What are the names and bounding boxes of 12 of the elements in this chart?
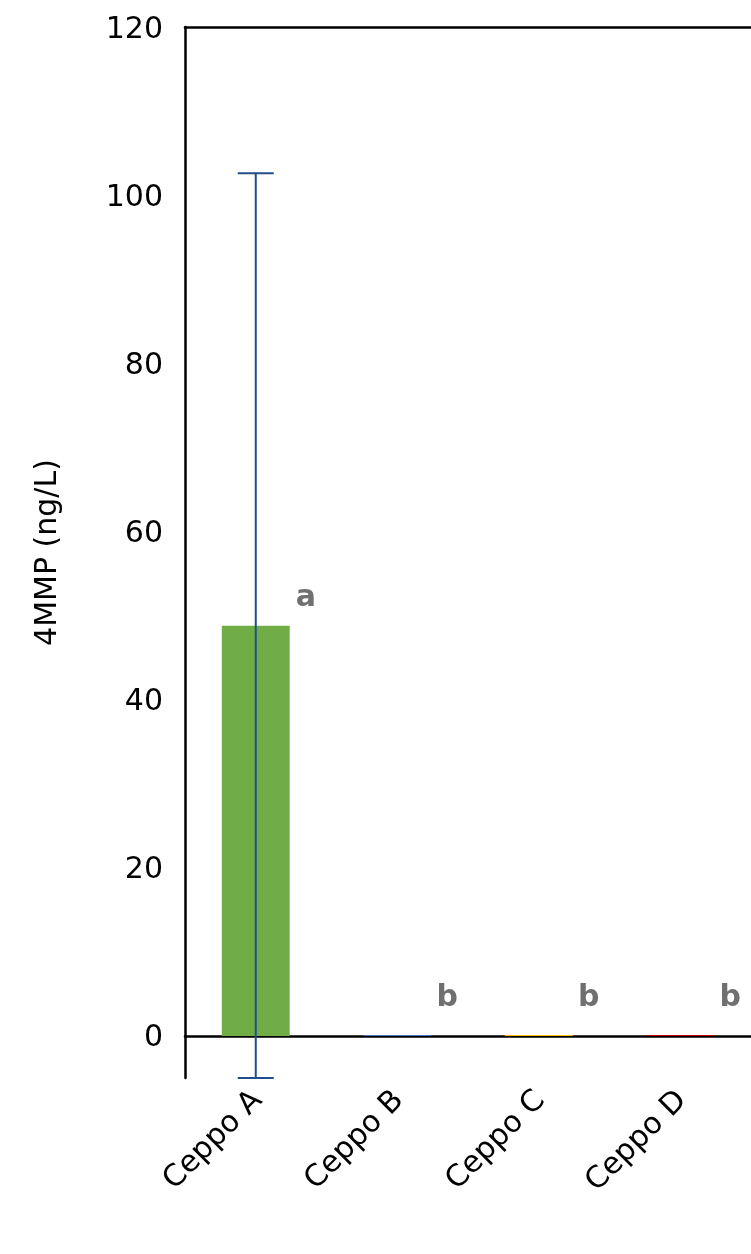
y-tick-label: 120 bbox=[105, 9, 163, 45]
y-tick-label: 0 bbox=[143, 1018, 163, 1054]
y-tick-label: 100 bbox=[105, 177, 163, 213]
y-tick-label: 40 bbox=[124, 682, 163, 718]
y-tick-label: 80 bbox=[124, 345, 163, 381]
annotation: b bbox=[719, 978, 741, 1014]
annotation: b bbox=[436, 978, 458, 1014]
annotation: a bbox=[295, 578, 316, 614]
y-tick-label: 60 bbox=[124, 513, 163, 549]
annotation: b bbox=[578, 978, 600, 1014]
y-axis-title: 4MMP (ng/L) bbox=[27, 459, 63, 646]
y-tick-label: 20 bbox=[124, 850, 163, 886]
